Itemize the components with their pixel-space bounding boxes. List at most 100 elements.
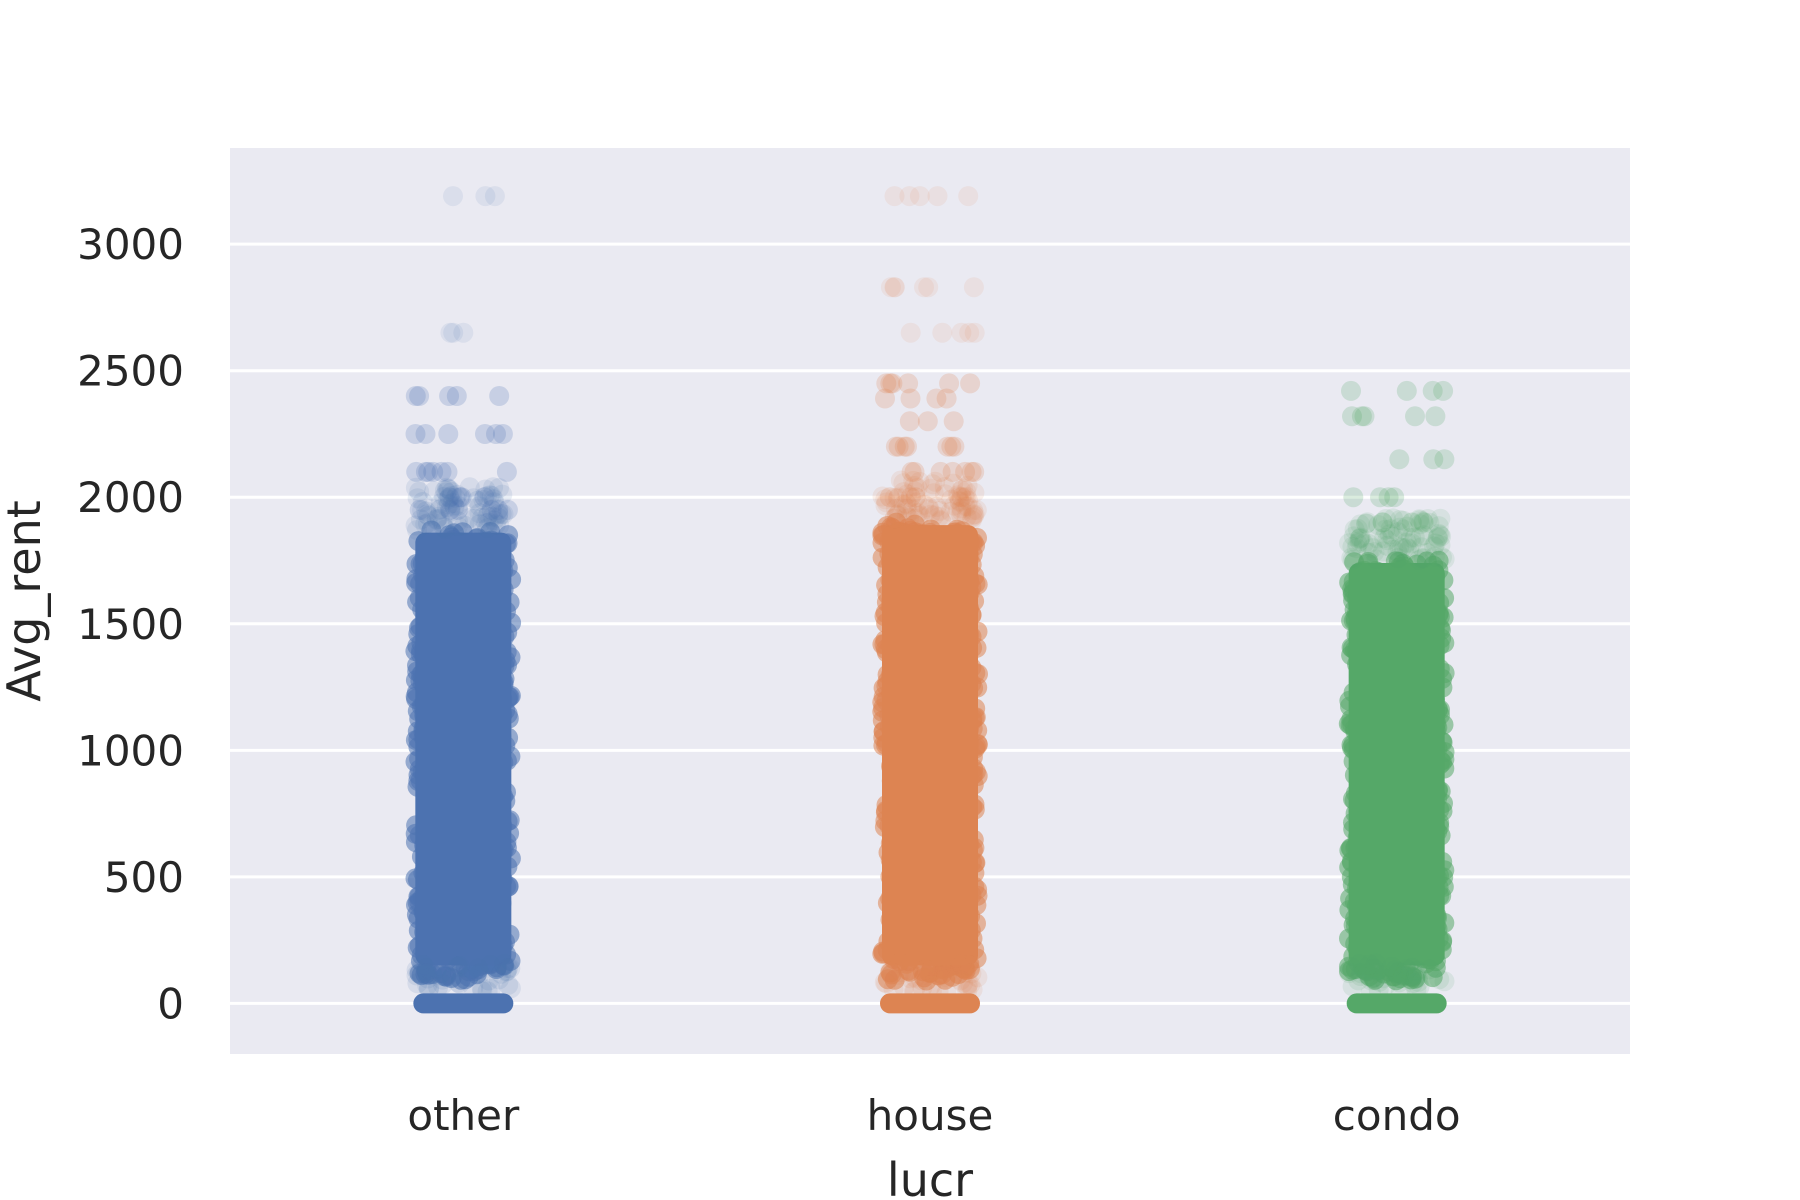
data-point [917, 411, 938, 432]
data-point [957, 975, 978, 996]
data-point [473, 490, 494, 510]
data-point [440, 499, 461, 520]
data-point [409, 962, 430, 983]
data-point [887, 505, 907, 526]
data-point [1349, 954, 1370, 975]
data-point [961, 510, 982, 531]
data-point [447, 516, 468, 537]
data-point [481, 499, 502, 520]
x-tick-label: house [867, 1091, 994, 1140]
data-point [1419, 512, 1440, 533]
data-point [956, 481, 977, 502]
x-tick-label: other [407, 1091, 520, 1140]
data-point [494, 953, 515, 974]
data-point [888, 436, 909, 457]
data-point [1341, 957, 1362, 978]
data-point [477, 506, 498, 527]
data-point [430, 493, 451, 514]
data-point [950, 970, 971, 991]
data-point [1339, 533, 1359, 554]
data-point [1428, 523, 1449, 544]
data-point [417, 513, 438, 534]
data-point [893, 482, 914, 503]
data-point [882, 373, 903, 394]
data-point [1416, 543, 1437, 563]
data-point [489, 515, 510, 536]
series-points-house [872, 186, 988, 1014]
data-point [964, 322, 985, 343]
data-point [426, 509, 447, 530]
data-point [1430, 525, 1450, 546]
data-point [914, 277, 934, 298]
data-point [1427, 527, 1448, 548]
data-point [417, 968, 438, 989]
data-point [1422, 380, 1443, 401]
data-point [896, 498, 917, 519]
data-point [1354, 406, 1375, 427]
data-point [1341, 548, 1362, 568]
zero-value-points [413, 993, 514, 1014]
data-point [893, 473, 914, 494]
data-point [1419, 959, 1440, 980]
data-point [1378, 487, 1399, 508]
data-point [958, 973, 979, 994]
data-point [471, 978, 492, 998]
data-point [423, 461, 444, 482]
data-point [1432, 547, 1452, 568]
data-point [1375, 519, 1396, 540]
data-point [1374, 528, 1395, 548]
data-point [905, 967, 926, 988]
data-point [1409, 976, 1430, 997]
data-point [483, 510, 504, 531]
data-point [480, 954, 501, 975]
data-point [415, 514, 436, 535]
data-point [491, 963, 512, 984]
data-point [432, 974, 453, 995]
data-point [1425, 406, 1446, 427]
data-point [405, 386, 426, 406]
data-point [940, 501, 961, 522]
data-point [1431, 526, 1452, 547]
data-point [488, 504, 509, 525]
data-point [918, 497, 939, 518]
data-point [924, 505, 945, 526]
data-point [931, 511, 952, 532]
data-point [1410, 514, 1431, 535]
data-point [475, 186, 496, 207]
data-point [1359, 954, 1380, 975]
data-point [1341, 380, 1361, 401]
data-point [437, 479, 458, 499]
data-point [1342, 536, 1363, 557]
data-point [432, 969, 453, 990]
data-point [885, 436, 906, 457]
data-point [930, 500, 950, 521]
data-point [875, 495, 896, 516]
data-point [910, 505, 931, 526]
data-point [488, 499, 509, 520]
data-point [439, 487, 460, 508]
data-point [1383, 508, 1404, 529]
data-point [887, 488, 908, 509]
data-point [887, 505, 908, 525]
y-tick-label: 3000 [77, 220, 184, 269]
data-point [1377, 530, 1398, 551]
data-point [964, 505, 984, 526]
data-point [889, 953, 910, 973]
data-point [927, 186, 948, 207]
data-point [429, 508, 450, 529]
y-axis-label: Avg_rent [0, 500, 51, 702]
data-point [1356, 513, 1377, 534]
data-point [426, 509, 447, 529]
data-point [944, 436, 965, 457]
data-point [1350, 966, 1371, 986]
data-point [934, 477, 955, 497]
data-point [1385, 960, 1406, 981]
data-point [880, 961, 900, 982]
data-point [500, 978, 521, 999]
data-point [963, 504, 984, 525]
data-point [1425, 533, 1446, 554]
data-point [1349, 528, 1370, 549]
data-point [891, 962, 912, 983]
data-point [444, 495, 465, 516]
data-point [947, 485, 968, 506]
